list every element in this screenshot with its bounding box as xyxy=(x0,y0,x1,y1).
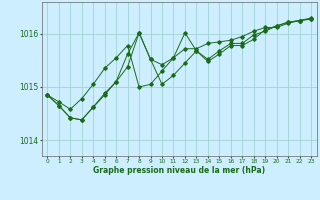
X-axis label: Graphe pression niveau de la mer (hPa): Graphe pression niveau de la mer (hPa) xyxy=(93,166,265,175)
